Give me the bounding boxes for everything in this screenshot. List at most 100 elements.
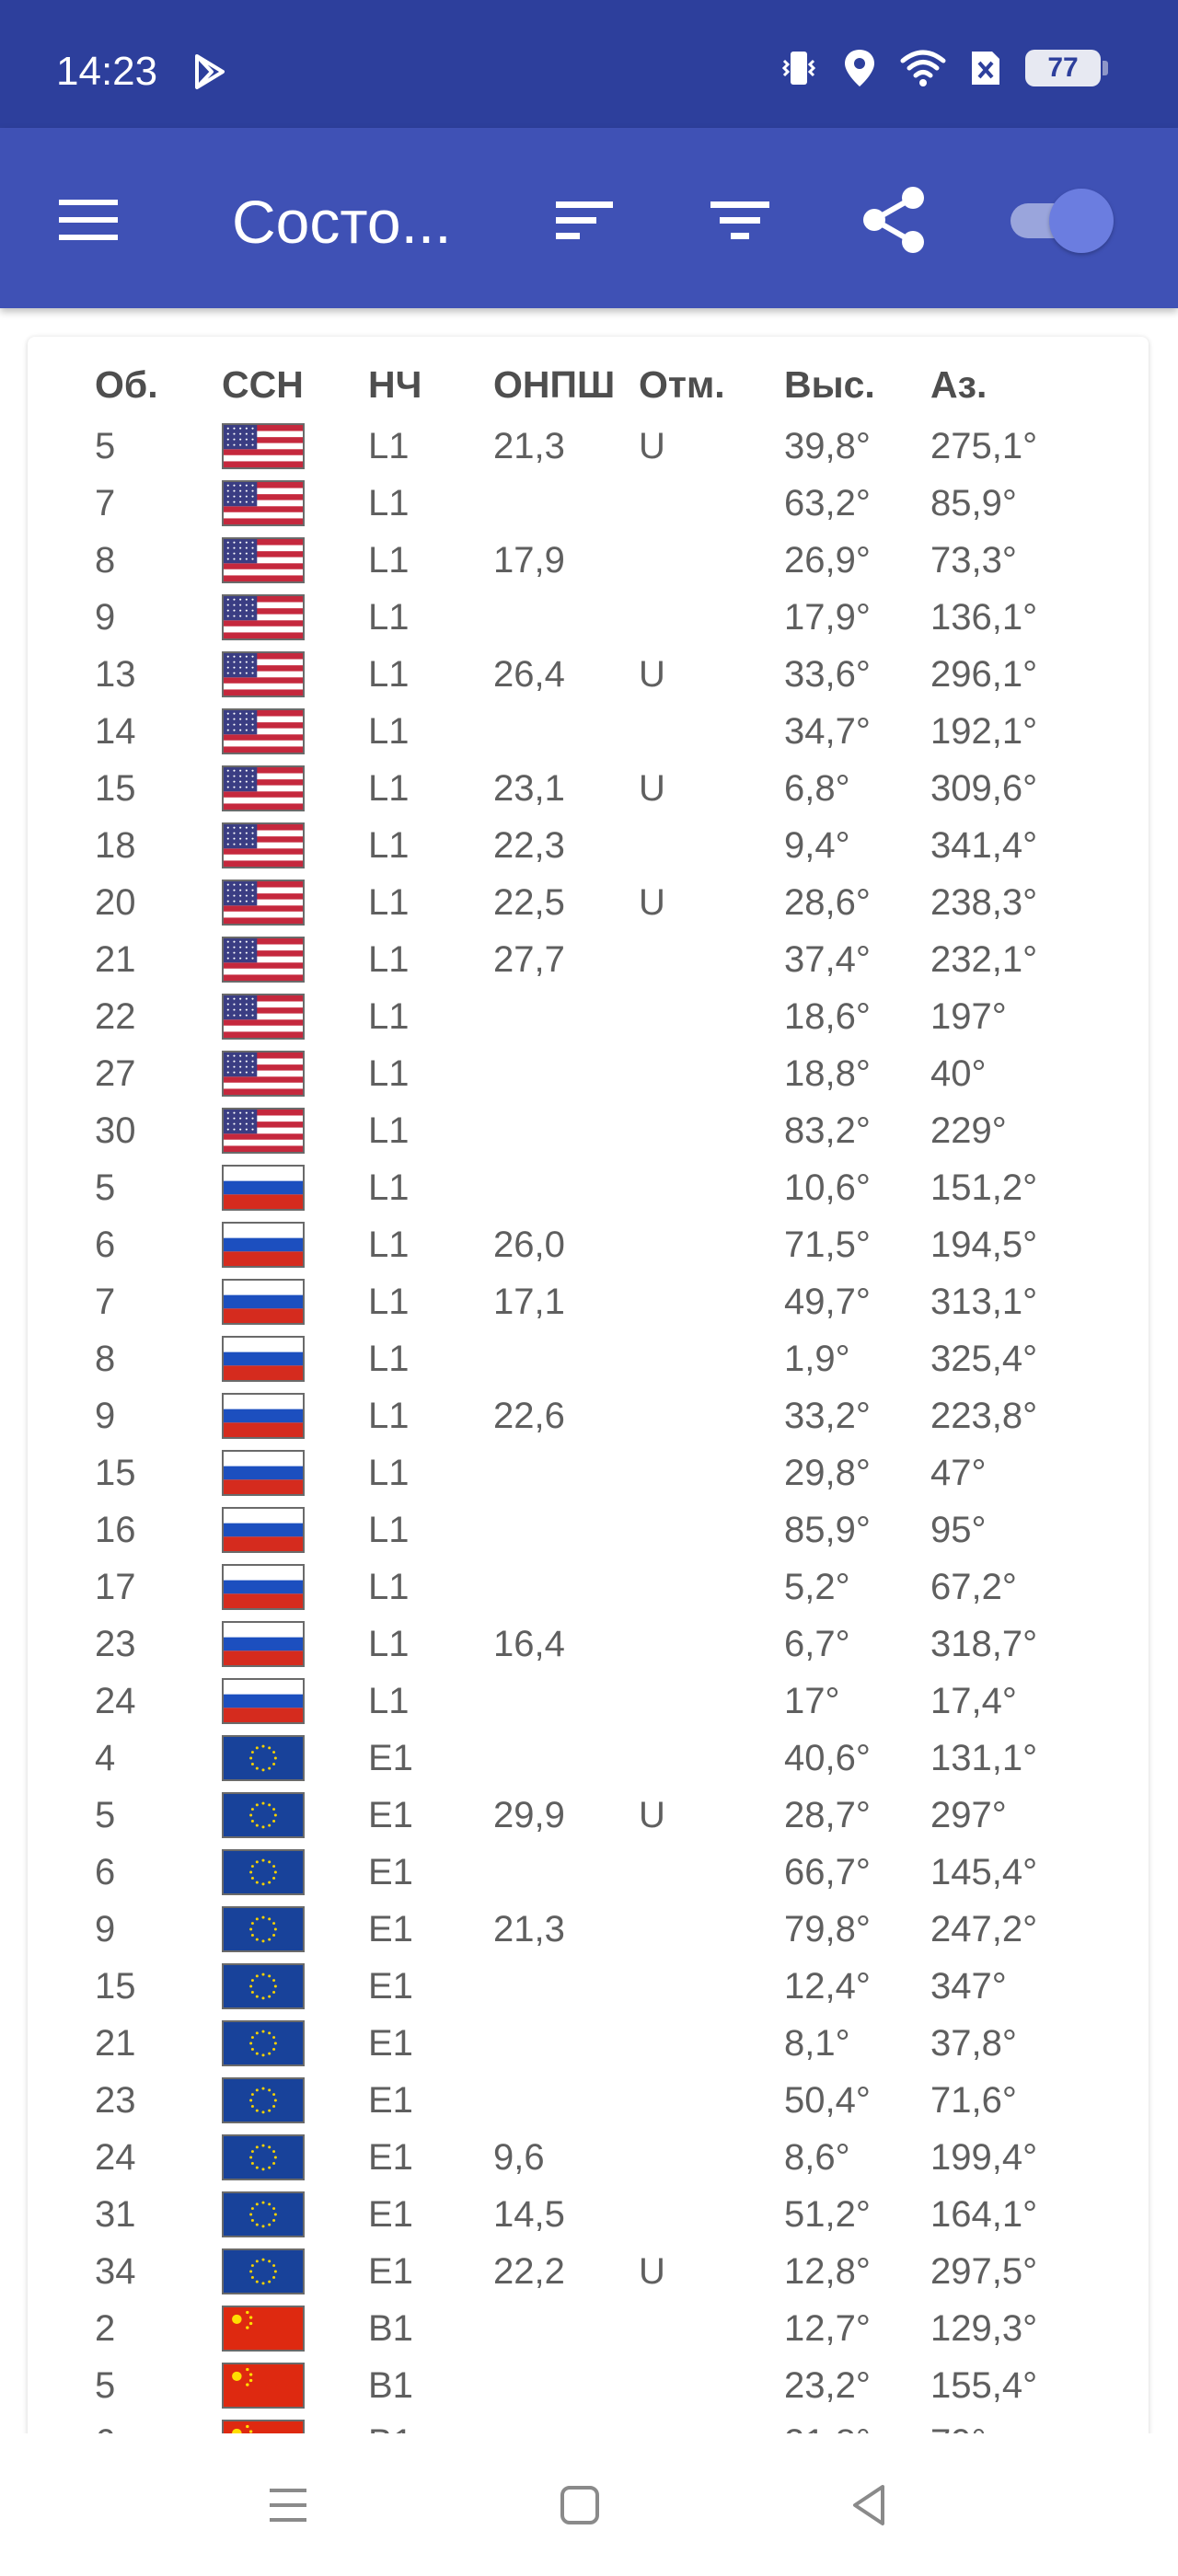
home-icon[interactable] <box>552 2478 607 2533</box>
recent-apps-icon[interactable] <box>260 2478 316 2533</box>
vibrate-icon <box>781 52 816 85</box>
cell-nch: L1 <box>368 1167 410 1208</box>
cell-nch: L1 <box>368 1510 410 1550</box>
usa-flag-icon <box>222 1108 305 1154</box>
sort-icon[interactable] <box>547 181 624 259</box>
cell-ob: 4 <box>95 1738 116 1778</box>
russia-flag-icon <box>222 1165 305 1211</box>
cell-az: 341,4° <box>930 825 1038 866</box>
cell-az: 192,1° <box>930 711 1038 752</box>
russia-flag-icon <box>222 1393 305 1439</box>
russia-flag-icon <box>222 1621 305 1667</box>
cell-vys: 6,7° <box>784 1624 850 1664</box>
eu-flag-icon <box>222 2191 305 2237</box>
cell-nch: L1 <box>368 939 410 980</box>
cell-ob: 18 <box>95 825 136 866</box>
cell-ob: 5 <box>95 1795 116 1835</box>
cell-vys: 10,6° <box>784 1167 871 1208</box>
cell-onpsh: 26,4 <box>493 654 565 695</box>
cell-nch: L1 <box>368 1053 410 1094</box>
menu-icon[interactable] <box>52 183 125 257</box>
cell-nch: E1 <box>368 1909 413 1949</box>
toggle-knob <box>1049 189 1114 253</box>
russia-flag-icon <box>222 1222 305 1268</box>
cell-vys: 9,4° <box>784 825 850 866</box>
cell-ob: 15 <box>95 1966 136 2007</box>
table-row: 15 L1 29,8° 47° <box>28 1444 1149 1501</box>
satellite-table-card: Об. ССН НЧ ОНПШ Отм. Выс. Аз. 5 L1 21,3 U 39… <box>28 337 1149 2576</box>
cell-vys: 8,6° <box>784 2137 850 2178</box>
cell-ob: 5 <box>95 426 116 466</box>
cell-nch: L1 <box>368 1225 410 1265</box>
cell-vys: 83,2° <box>784 1110 871 1151</box>
cell-onpsh: 16,4 <box>493 1624 565 1664</box>
cell-ob: 8 <box>95 1339 116 1379</box>
cell-nch: L1 <box>368 711 410 752</box>
cell-ob: 22 <box>95 996 136 1037</box>
page-title: Состо... <box>232 188 452 256</box>
table-row: 24 L1 17° 17,4° <box>28 1673 1149 1730</box>
toggle-switch[interactable] <box>1007 187 1114 253</box>
share-icon[interactable] <box>856 181 933 259</box>
usa-flag-icon <box>222 480 305 526</box>
cell-az: 131,1° <box>930 1738 1038 1778</box>
cell-vys: 12,4° <box>784 1966 871 2007</box>
cell-vys: 39,8° <box>784 426 871 466</box>
cell-vys: 17° <box>784 1681 840 1721</box>
table-row: 9 L1 22,6 33,2° 223,8° <box>28 1387 1149 1444</box>
cell-vys: 8,1° <box>784 2023 850 2064</box>
usa-flag-icon <box>222 1051 305 1097</box>
cell-onpsh: 22,2 <box>493 2251 565 2292</box>
eu-flag-icon <box>222 1849 305 1895</box>
cell-vys: 28,7° <box>784 1795 871 1835</box>
table-row: 2 B1 12,7° 129,3° <box>28 2300 1149 2357</box>
wifi-icon <box>900 50 946 86</box>
cell-vys: 28,6° <box>784 882 871 923</box>
cell-ob: 5 <box>95 1167 116 1208</box>
table-row: 14 L1 34,7° 192,1° <box>28 703 1149 760</box>
table-row: 30 L1 83,2° 229° <box>28 1102 1149 1159</box>
cell-az: 73,3° <box>930 540 1017 581</box>
cell-nch: L1 <box>368 597 410 638</box>
cell-vys: 66,7° <box>784 1852 871 1892</box>
header-ob: Об. <box>95 363 158 406</box>
cell-az: 37,8° <box>930 2023 1017 2064</box>
cell-az: 318,7° <box>930 1624 1038 1664</box>
cell-az: 297° <box>930 1795 1007 1835</box>
filter-icon[interactable] <box>701 181 779 259</box>
cell-vys: 26,9° <box>784 540 871 581</box>
eu-flag-icon <box>222 1963 305 2009</box>
header-otm: Отм. <box>639 363 725 406</box>
cell-ob: 13 <box>95 654 136 695</box>
china-flag-icon <box>222 2363 305 2409</box>
cell-nch: L1 <box>368 654 410 695</box>
cell-ob: 6 <box>95 1225 116 1265</box>
table-row: 6 L1 26,0 71,5° 194,5° <box>28 1216 1149 1273</box>
cell-vys: 17,9° <box>784 597 871 638</box>
cell-az: 247,2° <box>930 1909 1038 1949</box>
table-row: 4 E1 40,6° 131,1° <box>28 1730 1149 1787</box>
status-time: 14:23 <box>56 49 158 94</box>
play-store-icon <box>195 54 225 89</box>
russia-flag-icon <box>222 1279 305 1325</box>
table-row: 18 L1 22,3 9,4° 341,4° <box>28 817 1149 874</box>
cell-ob: 5 <box>95 2365 116 2406</box>
table-row: 17 L1 5,2° 67,2° <box>28 1558 1149 1616</box>
cell-nch: L1 <box>368 768 410 809</box>
russia-flag-icon <box>222 1564 305 1610</box>
location-icon <box>845 50 874 86</box>
cell-az: 325,4° <box>930 1339 1038 1379</box>
cell-ob: 16 <box>95 1510 136 1550</box>
cell-az: 85,9° <box>930 483 1017 523</box>
cell-az: 232,1° <box>930 939 1038 980</box>
cell-az: 296,1° <box>930 654 1038 695</box>
table-header: Об. ССН НЧ ОНПШ Отм. Выс. Аз. <box>28 337 1149 418</box>
cell-nch: L1 <box>368 483 410 523</box>
back-icon[interactable] <box>842 2478 897 2533</box>
cell-ob: 20 <box>95 882 136 923</box>
cell-otm: U <box>639 882 665 923</box>
cell-vys: 79,8° <box>784 1909 871 1949</box>
cell-ob: 7 <box>95 1282 116 1322</box>
cell-az: 199,4° <box>930 2137 1038 2178</box>
table-row: 5 L1 21,3 U 39,8° 275,1° <box>28 418 1149 475</box>
